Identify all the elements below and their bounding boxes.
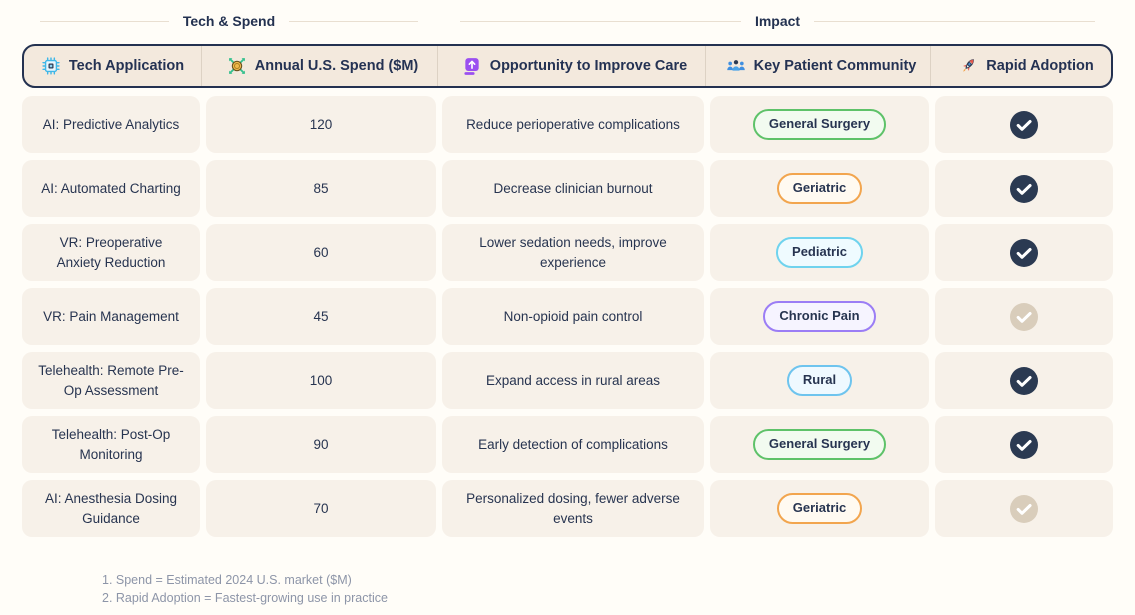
table-container: Tech & Spend Impact xyxy=(0,0,1113,607)
check-circle xyxy=(1010,494,1038,523)
opportunity-cell: Personalized dosing, fewer adverse event… xyxy=(442,480,704,537)
community-cell: General Surgery xyxy=(710,416,929,473)
community-badge: Pediatric xyxy=(776,237,863,268)
community-cell: Pediatric xyxy=(710,224,929,281)
table-body: AI: Predictive Analytics 120 Reduce peri… xyxy=(22,96,1113,537)
annual-spend-cell: 100 xyxy=(206,352,436,409)
footnotes: 1. Spend = Estimated 2024 U.S. market ($… xyxy=(102,571,1113,607)
check-icon xyxy=(1010,174,1038,203)
chip-icon xyxy=(41,56,61,76)
table-row: AI: Anesthesia Dosing Guidance 70 Person… xyxy=(22,480,1113,537)
check-circle xyxy=(1010,366,1038,395)
check-circle xyxy=(1010,110,1038,139)
opportunity-cell: Expand access in rural areas xyxy=(442,352,704,409)
community-cell: Geriatric xyxy=(710,480,929,537)
annual-spend-cell: 120 xyxy=(206,96,436,153)
tech-application-cell: AI: Anesthesia Dosing Guidance xyxy=(22,480,200,537)
community-cell: Geriatric xyxy=(710,160,929,217)
table-row: VR: Preoperative Anxiety Reduction 60 Lo… xyxy=(22,224,1113,281)
column-header-label: Rapid Adoption xyxy=(986,58,1094,74)
community-cell: Chronic Pain xyxy=(710,288,929,345)
community-cell: General Surgery xyxy=(710,96,929,153)
footnote-1: 1. Spend = Estimated 2024 U.S. market ($… xyxy=(102,573,352,587)
column-header-community: Key Patient Community xyxy=(712,46,931,86)
table-header: Tech Application Annual U.S. Spend xyxy=(22,44,1113,88)
community-badge: General Surgery xyxy=(752,109,887,140)
rapid-adoption-cell xyxy=(935,288,1113,345)
table-row: VR: Pain Management 45 Non-opioid pain c… xyxy=(22,288,1113,345)
column-header-opportunity: Opportunity to Improve Care xyxy=(444,46,706,86)
opportunity-cell: Early detection of complications xyxy=(442,416,704,473)
check-circle xyxy=(1010,302,1038,331)
community-cell: Rural xyxy=(710,352,929,409)
column-header-rapid-adoption: Rapid Adoption xyxy=(937,46,1115,86)
annual-spend-cell: 90 xyxy=(206,416,436,473)
check-icon xyxy=(1010,302,1038,331)
rapid-adoption-cell xyxy=(935,480,1113,537)
table-row: AI: Automated Charting 85 Decrease clini… xyxy=(22,160,1113,217)
tech-application-cell: AI: Predictive Analytics xyxy=(22,96,200,153)
column-header-label: Key Patient Community xyxy=(753,58,917,74)
annual-spend-cell: 60 xyxy=(206,224,436,281)
community-badge: Rural xyxy=(786,365,853,396)
table-row: AI: Predictive Analytics 120 Reduce peri… xyxy=(22,96,1113,153)
community-badge: Geriatric xyxy=(776,173,863,204)
rocket-icon xyxy=(958,56,978,76)
book-arrow-icon xyxy=(462,56,482,76)
table-row: Telehealth: Post-Op Monitoring 90 Early … xyxy=(22,416,1113,473)
tech-application-cell: VR: Preoperative Anxiety Reduction xyxy=(22,224,200,281)
column-header-label: Opportunity to Improve Care xyxy=(489,58,688,74)
tech-application-cell: Telehealth: Post-Op Monitoring xyxy=(22,416,200,473)
opportunity-cell: Non-opioid pain control xyxy=(442,288,704,345)
annual-spend-cell: 85 xyxy=(206,160,436,217)
opportunity-cell: Lower sedation needs, improve experience xyxy=(442,224,704,281)
community-badge: General Surgery xyxy=(752,429,887,460)
group-label: Tech & Spend xyxy=(182,13,276,29)
tech-application-cell: VR: Pain Management xyxy=(22,288,200,345)
community-badge: Chronic Pain xyxy=(763,301,876,332)
column-header-label: Annual U.S. Spend ($M) xyxy=(254,58,419,74)
column-header-label: Tech Application xyxy=(68,58,185,74)
check-circle xyxy=(1010,430,1038,459)
rapid-adoption-cell xyxy=(935,224,1113,281)
check-circle xyxy=(1010,174,1038,203)
group-impact: Impact xyxy=(442,10,1113,32)
rapid-adoption-cell xyxy=(935,160,1113,217)
check-circle xyxy=(1010,238,1038,267)
check-icon xyxy=(1010,110,1038,139)
column-header-tech-application: Tech Application xyxy=(24,46,202,86)
annual-spend-cell: 70 xyxy=(206,480,436,537)
rapid-adoption-cell xyxy=(935,352,1113,409)
rapid-adoption-cell xyxy=(935,96,1113,153)
opportunity-cell: Reduce perioperative complications xyxy=(442,96,704,153)
coin-icon xyxy=(227,56,247,76)
annual-spend-cell: 45 xyxy=(206,288,436,345)
community-badge: Geriatric xyxy=(776,493,863,524)
group-label: Impact xyxy=(754,13,801,29)
check-icon xyxy=(1010,366,1038,395)
check-icon xyxy=(1010,430,1038,459)
table-row: Telehealth: Remote Pre-Op Assessment 100… xyxy=(22,352,1113,409)
column-group-row: Tech & Spend Impact xyxy=(22,10,1113,32)
group-tech-and-spend: Tech & Spend xyxy=(22,10,436,32)
check-icon xyxy=(1010,238,1038,267)
people-icon xyxy=(726,56,746,76)
footnote-2: 2. Rapid Adoption = Fastest-growing use … xyxy=(102,591,388,605)
column-header-annual-spend: Annual U.S. Spend ($M) xyxy=(208,46,438,86)
tech-application-cell: Telehealth: Remote Pre-Op Assessment xyxy=(22,352,200,409)
opportunity-cell: Decrease clinician burnout xyxy=(442,160,704,217)
check-icon xyxy=(1010,494,1038,523)
tech-application-cell: AI: Automated Charting xyxy=(22,160,200,217)
rapid-adoption-cell xyxy=(935,416,1113,473)
